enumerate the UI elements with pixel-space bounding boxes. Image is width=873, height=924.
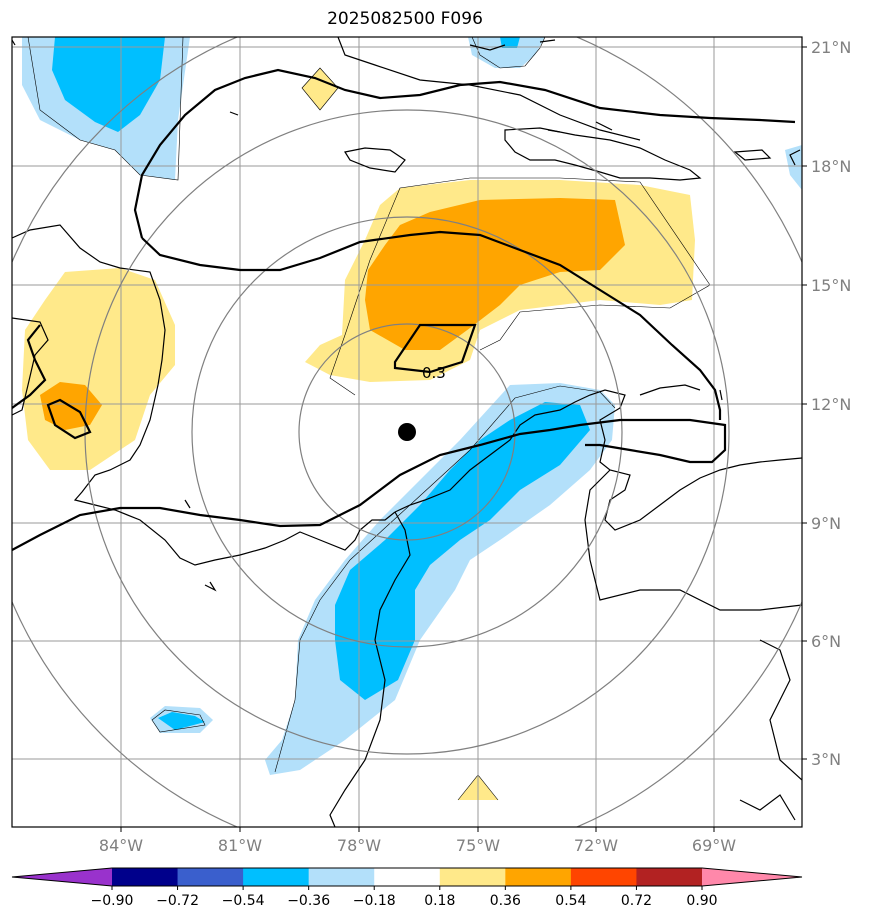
coast-south-america bbox=[394, 389, 802, 531]
shade-top-yellow bbox=[302, 68, 338, 110]
lat-label: 15°N bbox=[811, 276, 851, 295]
shade-sw-blue bbox=[158, 712, 205, 730]
colorbar-tick-label: −0.36 bbox=[287, 893, 330, 909]
lon-axis: 84°W 81°W 78°W 75°W 72°W 69°W bbox=[99, 827, 736, 855]
shade-right-edge-lightblue bbox=[785, 145, 802, 190]
shade-nw-blue bbox=[52, 37, 165, 132]
plot-title: 2025082500 F096 bbox=[327, 9, 483, 29]
coast-central-america bbox=[12, 224, 396, 566]
colorbar-segment bbox=[570, 868, 637, 886]
colorbar: −0.90 −0.72 −0.54 −0.36 −0.18 0.18 0.36 0.54 0.7… bbox=[11, 867, 803, 909]
lat-label: 9°N bbox=[811, 514, 841, 533]
colorbar-segment bbox=[112, 868, 179, 886]
lat-label: 18°N bbox=[811, 157, 851, 176]
colorbar-tick-label: −0.72 bbox=[156, 893, 199, 909]
lon-label: 84°W bbox=[99, 836, 143, 855]
lat-label: 21°N bbox=[811, 38, 851, 57]
colorbar-segment bbox=[308, 868, 375, 886]
colorbar-tick-label: −0.18 bbox=[353, 893, 396, 909]
colorbar-segment bbox=[243, 868, 310, 886]
colorbar-segment bbox=[439, 868, 506, 886]
shade-band-blue bbox=[335, 402, 590, 700]
field-shading bbox=[22, 37, 802, 800]
coast-jamaica bbox=[344, 147, 406, 173]
colorbar-segment bbox=[177, 868, 244, 886]
lat-label: 6°N bbox=[811, 632, 841, 651]
lon-label: 75°W bbox=[456, 836, 500, 855]
colorbar-tick-label: 0.54 bbox=[555, 893, 586, 909]
lon-label: 78°W bbox=[337, 836, 381, 855]
colorbar-tick-label: 0.18 bbox=[424, 893, 455, 909]
shade-ne-blue bbox=[500, 37, 520, 48]
map-frame bbox=[11, 36, 803, 828]
lon-label: 81°W bbox=[218, 836, 262, 855]
colorbar-tick-label: 0.72 bbox=[621, 893, 652, 909]
colorbar-segment bbox=[636, 868, 703, 886]
colorbar-tick-label: −0.90 bbox=[91, 893, 134, 909]
shade-center-orange bbox=[365, 198, 625, 350]
contour-label: 0.3 bbox=[422, 364, 446, 382]
coast-puerto-rico bbox=[733, 149, 772, 161]
range-rings bbox=[12, 37, 802, 827]
colorbar-segment bbox=[12, 868, 112, 886]
lat-axis: 21°N 18°N 15°N 12°N 9°N 6°N 3°N bbox=[802, 38, 851, 769]
shade-ne-lightblue bbox=[468, 37, 545, 68]
colorbar-tick-label: 0.36 bbox=[490, 893, 521, 909]
thick-contours bbox=[12, 68, 796, 551]
lat-label: 3°N bbox=[811, 750, 841, 769]
coastlines bbox=[12, 37, 802, 827]
colorbar-segment bbox=[505, 868, 572, 886]
colorbar-tick-label: −0.54 bbox=[222, 893, 265, 909]
colorbar-segment bbox=[374, 868, 441, 886]
lat-label: 12°N bbox=[811, 395, 851, 414]
graticule bbox=[12, 37, 802, 827]
colorbar-segment bbox=[702, 868, 802, 886]
coast-hispaniola bbox=[504, 127, 702, 181]
colorbar-tick-label: 0.90 bbox=[686, 893, 717, 909]
lon-label: 72°W bbox=[574, 836, 618, 855]
lon-label: 69°W bbox=[692, 836, 736, 855]
storm-center-marker bbox=[398, 423, 416, 441]
